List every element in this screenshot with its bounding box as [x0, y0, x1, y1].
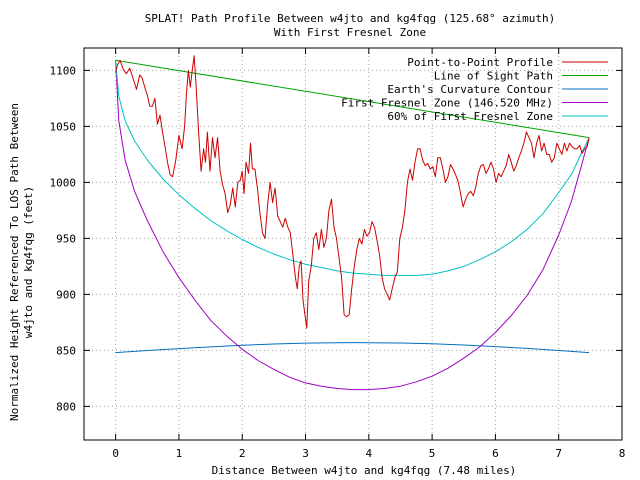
y-tick-label: 1050 [50, 120, 77, 133]
y-tick-label: 950 [56, 232, 76, 245]
y-tick-label: 1100 [50, 64, 77, 77]
x-tick-label: 5 [429, 447, 436, 460]
legend-label: Line of Sight Path [434, 70, 553, 83]
y-axis-label: Normalized Height Referenced To LOS Path… [8, 103, 21, 421]
y-tick-label: 850 [56, 344, 76, 357]
x-tick-label: 6 [492, 447, 499, 460]
x-tick-label: 1 [176, 447, 183, 460]
x-tick-label: 3 [302, 447, 309, 460]
series-lines [115, 55, 590, 391]
x-tick-label: 2 [239, 447, 246, 460]
y-tick-label: 900 [56, 288, 76, 301]
y-axis-label-line2: w4jto and kg4fqg (feet) [22, 186, 35, 338]
x-tick-label: 0 [112, 447, 119, 460]
y-tick-label: 1000 [50, 176, 77, 189]
x-tick-label: 4 [366, 447, 373, 460]
x-tick-label: 7 [555, 447, 562, 460]
series-line-4 [115, 60, 590, 276]
y-tick-label: 800 [56, 400, 76, 413]
x-tick-label: 8 [619, 447, 626, 460]
series-line-1 [115, 59, 590, 139]
chart-subtitle: With First Fresnel Zone [274, 26, 426, 39]
chart-title: SPLAT! Path Profile Between w4jto and kg… [145, 12, 556, 25]
axis-ticks: 0 1 2 3 4 5 6 7 8 800 850 900 950 1000 1050 1100 [50, 48, 626, 460]
series-line-3 [115, 60, 590, 391]
legend-label: 60% of First Fresnel Zone [387, 110, 553, 123]
plot-frame [83, 47, 623, 441]
series-line-2 [115, 342, 590, 354]
legend-label: Point-to-Point Profile [407, 56, 553, 69]
series-line-0 [115, 55, 590, 329]
legend-label: First Fresnel Zone (146.520 MHz) [341, 97, 553, 110]
legend-label: Earth's Curvature Contour [387, 83, 553, 96]
x-axis-label: Distance Between w4jto and kg4fqg (7.48 … [212, 464, 517, 477]
grid [84, 48, 623, 440]
